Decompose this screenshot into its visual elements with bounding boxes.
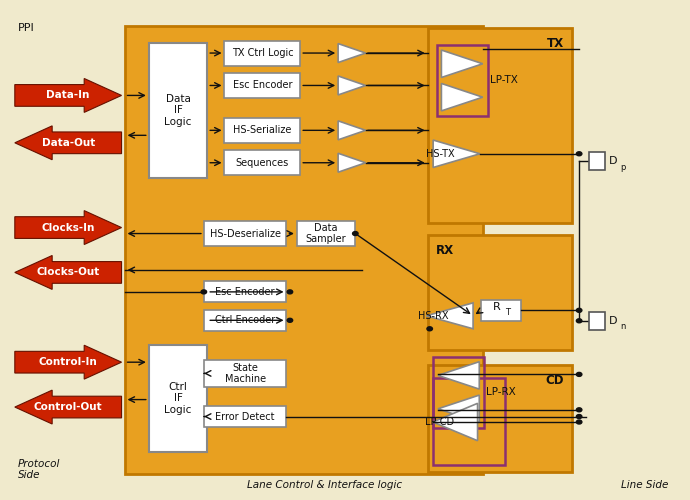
- Bar: [224, 73, 300, 98]
- Bar: [589, 152, 604, 170]
- Polygon shape: [426, 303, 473, 329]
- Text: n: n: [620, 322, 625, 332]
- Bar: [428, 364, 572, 472]
- Text: Data
Sampler: Data Sampler: [306, 222, 346, 244]
- Text: Control-Out: Control-Out: [34, 402, 103, 412]
- Bar: [149, 43, 207, 178]
- Text: Clocks-Out: Clocks-Out: [37, 268, 100, 278]
- Text: Ctrl
IF
Logic: Ctrl IF Logic: [164, 382, 192, 415]
- Bar: [428, 28, 572, 222]
- Polygon shape: [438, 395, 480, 422]
- Circle shape: [576, 152, 582, 156]
- Text: CD: CD: [546, 374, 564, 386]
- Circle shape: [576, 420, 582, 424]
- Polygon shape: [433, 140, 480, 168]
- Bar: [482, 300, 521, 321]
- Text: D: D: [609, 316, 618, 326]
- Text: Error Detect: Error Detect: [215, 412, 275, 422]
- Polygon shape: [14, 390, 121, 424]
- Bar: [204, 282, 286, 302]
- Bar: [428, 235, 572, 350]
- Circle shape: [576, 372, 582, 376]
- Bar: [437, 45, 488, 116]
- Polygon shape: [14, 256, 121, 290]
- Polygon shape: [442, 84, 483, 111]
- Text: LP-CD: LP-CD: [426, 417, 455, 427]
- Circle shape: [427, 327, 433, 331]
- Bar: [204, 310, 286, 331]
- Bar: [297, 221, 355, 246]
- Bar: [224, 150, 300, 175]
- Text: PPI: PPI: [18, 23, 34, 33]
- Bar: [125, 26, 483, 474]
- Bar: [204, 360, 286, 387]
- Bar: [433, 356, 484, 428]
- Polygon shape: [338, 154, 366, 172]
- Circle shape: [576, 319, 582, 323]
- Text: HS-Deserialize: HS-Deserialize: [210, 228, 281, 238]
- Text: Data-Out: Data-Out: [41, 138, 95, 148]
- Polygon shape: [14, 78, 121, 112]
- Text: TX: TX: [547, 37, 564, 50]
- Text: Esc Encoder: Esc Encoder: [215, 287, 275, 297]
- Bar: [433, 378, 506, 466]
- Circle shape: [353, 232, 358, 235]
- Circle shape: [576, 408, 582, 412]
- Text: RX: RX: [436, 244, 454, 257]
- Bar: [589, 312, 604, 330]
- Text: HS-TX: HS-TX: [426, 149, 454, 159]
- Text: Sequences: Sequences: [236, 158, 289, 168]
- Polygon shape: [433, 404, 477, 440]
- Polygon shape: [14, 345, 121, 379]
- Text: Clocks-In: Clocks-In: [41, 222, 95, 232]
- Text: State
Machine: State Machine: [224, 362, 266, 384]
- Text: LP-TX: LP-TX: [490, 76, 518, 86]
- Text: Data-In: Data-In: [46, 90, 90, 101]
- Text: p: p: [620, 162, 625, 172]
- Polygon shape: [338, 121, 366, 140]
- Polygon shape: [438, 362, 480, 389]
- Text: Control-In: Control-In: [39, 357, 97, 367]
- Bar: [224, 118, 300, 143]
- Text: HS-Serialize: HS-Serialize: [233, 126, 292, 136]
- Circle shape: [287, 318, 293, 322]
- Circle shape: [576, 308, 582, 312]
- Text: Lane Control & Interface logic: Lane Control & Interface logic: [247, 480, 402, 490]
- Polygon shape: [338, 76, 366, 95]
- Bar: [204, 221, 286, 246]
- Text: Protocol
Side: Protocol Side: [18, 458, 60, 480]
- Text: Esc Encoder: Esc Encoder: [233, 80, 292, 90]
- Text: R: R: [493, 302, 501, 312]
- Polygon shape: [442, 50, 483, 78]
- Text: T: T: [505, 308, 510, 317]
- Text: LP-RX: LP-RX: [486, 387, 516, 397]
- Polygon shape: [338, 44, 366, 62]
- Bar: [204, 406, 286, 427]
- Text: Data
IF
Logic: Data IF Logic: [164, 94, 192, 127]
- Text: HS-RX: HS-RX: [418, 311, 448, 321]
- Text: D: D: [609, 156, 618, 166]
- Text: Ctrl Encoder: Ctrl Encoder: [215, 316, 275, 326]
- Circle shape: [287, 290, 293, 294]
- Text: TX Ctrl Logic: TX Ctrl Logic: [232, 48, 293, 58]
- Bar: [149, 344, 207, 452]
- Bar: [224, 40, 300, 66]
- Polygon shape: [14, 126, 121, 160]
- Polygon shape: [14, 210, 121, 244]
- Circle shape: [201, 290, 206, 294]
- Text: Line Side: Line Side: [621, 480, 669, 490]
- Circle shape: [576, 414, 582, 418]
